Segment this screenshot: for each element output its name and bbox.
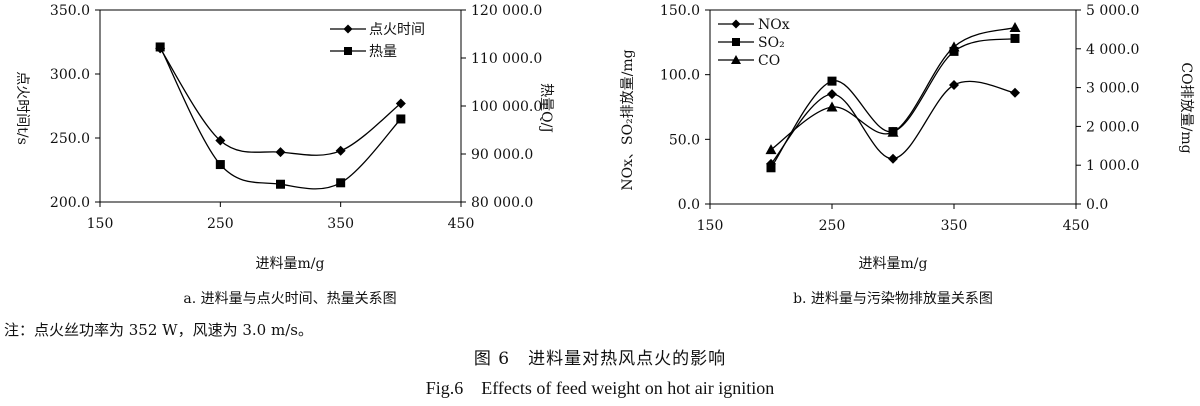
chart-b-ticks: 150 250 350 450 0.0 50.0 100.0 150.0 0.0 1 000.0 2…	[660, 3, 1140, 234]
chart-a-series-0-point	[275, 147, 286, 158]
chart-a-y2tick-label: 110 000.0	[471, 51, 542, 67]
figure-title-cn: 图 6 进料量对热风点火的影响	[473, 349, 727, 369]
chart-b-y2tick-label: 2 000.0	[1086, 119, 1139, 135]
chart-b-series-line-0	[770, 80, 1016, 165]
chart-b-series-1-point	[766, 163, 776, 173]
chart-b-ylabel: NOx、SO₂排放量/mg	[620, 49, 636, 190]
chart-b-series-0-point	[827, 89, 837, 100]
chart-b-frame	[709, 9, 1077, 205]
chart-b-series-0-point	[1010, 87, 1020, 98]
legend-triangle-marker	[731, 55, 741, 64]
chart-a: 150 250 350 450 200.0 250.0 300.0 350.0 80 000.0…	[14, 3, 554, 307]
chart-b-series-0-point	[888, 153, 898, 164]
chart-a-legend-label-1: 热量	[369, 44, 397, 60]
chart-b-series-2-point	[887, 126, 899, 137]
chart-a-ytick-label: 200.0	[50, 195, 90, 211]
chart-b-legend-label-0: NOx	[758, 17, 790, 33]
chart-a-series-line-1	[159, 46, 402, 190]
legend-square-marker	[732, 38, 740, 46]
chart-b-xtick-label: 250	[819, 218, 846, 234]
legend-diamond-marker	[731, 19, 741, 29]
chart-b-series-line-1	[770, 37, 1016, 169]
chart-b-series-2-point	[948, 41, 960, 52]
chart-a-series-0-point	[335, 145, 346, 156]
chart-a-ylabel: 点火时间t/s	[14, 71, 30, 145]
chart-b-series-2-point	[826, 101, 838, 112]
chart-b-xlabel: 进料量m/g	[859, 256, 928, 272]
chart-b-series-1-point	[1010, 33, 1020, 43]
chart-b-y2tick-label: 1 000.0	[1086, 158, 1139, 174]
chart-b-series-2-point	[1009, 21, 1021, 32]
chart-a-series-1-point	[396, 114, 406, 124]
chart-a-xtick-label: 150	[87, 216, 114, 232]
chart-b-y2tick-label: 3 000.0	[1086, 81, 1139, 97]
chart-a-xtick-label: 250	[207, 216, 234, 232]
chart-b-y2tick-label: 4 000.0	[1086, 42, 1139, 58]
chart-b-caption: b. 进料量与污染物排放量关系图	[793, 291, 993, 307]
chart-a-series-0-point	[395, 98, 406, 109]
chart-a-series-1-point	[276, 179, 285, 189]
chart-b-y2tick-label: 0.0	[1086, 197, 1108, 213]
chart-a-ytick-label: 250.0	[50, 131, 90, 147]
chart-a-y2tick-label: 80 000.0	[471, 195, 533, 211]
chart-b-ytick-label: 50.0	[669, 132, 700, 148]
chart-b-series-1-point	[827, 76, 837, 86]
figure-note: 注：点火丝功率为 352 W，风速为 3.0 m/s。	[4, 321, 313, 339]
chart-a-ticks: 150 250 350 450 200.0 250.0 300.0 350.0 80 000.0…	[50, 3, 542, 232]
chart-a-y2tick-label: 90 000.0	[471, 147, 533, 163]
chart-a-series-0-point	[215, 135, 226, 146]
chart-b-ytick-label: 100.0	[660, 68, 700, 84]
chart-a-ytick-label: 350.0	[50, 3, 90, 19]
chart-a-xlabel: 进料量m/g	[256, 256, 325, 272]
chart-b-ytick-label: 0.0	[678, 197, 700, 213]
chart-a-xtick-label: 450	[448, 216, 475, 232]
chart-b-series-2-point	[765, 144, 777, 155]
chart-a-caption: a. 进料量与点火时间、热量关系图	[183, 291, 396, 307]
chart-b-xtick-label: 350	[941, 218, 968, 234]
chart-b-series-0-point	[949, 80, 959, 91]
chart-a-series-1-point	[215, 160, 225, 170]
chart-a-series-1-point	[336, 178, 346, 188]
chart-a-y2tick-label: 100 000.0	[471, 99, 542, 115]
chart-b-xtick-label: 450	[1063, 218, 1090, 234]
chart-b-legend-label-2: CO	[758, 53, 780, 69]
figure-title-en: Fig.6 Effects of feed weight on hot air …	[425, 378, 775, 398]
chart-b-legend: NOx SO₂ CO	[718, 17, 790, 69]
chart-a-legend-label-0: 点火时间	[369, 22, 425, 38]
chart-b-y2tick-label: 5 000.0	[1086, 3, 1139, 19]
chart-a-xtick-label: 350	[327, 216, 354, 232]
chart-b-legend-label-1: SO₂	[758, 35, 785, 51]
legend-diamond-marker	[343, 24, 353, 34]
chart-a-ytick-label: 300.0	[50, 67, 90, 83]
legend-square-marker	[344, 47, 352, 55]
chart-a-y2label: 热量Q/J	[538, 83, 554, 133]
chart-b-ytick-label: 150.0	[660, 3, 700, 19]
chart-a-y2tick-label: 120 000.0	[471, 3, 542, 19]
chart-a-legend: 点火时间 热量	[328, 17, 448, 67]
chart-a-marks	[155, 42, 406, 190]
chart-b-y2label: CO排放量/mg	[1178, 62, 1194, 153]
chart-b-marks	[765, 21, 1021, 173]
chart-b-xtick-label: 150	[697, 218, 724, 234]
chart-b: 150 250 350 450 0.0 50.0 100.0 150.0 0.0 1 000.0 2…	[620, 3, 1194, 307]
chart-a-series-1-point	[155, 42, 165, 52]
chart-b-series-1-point	[949, 46, 959, 56]
